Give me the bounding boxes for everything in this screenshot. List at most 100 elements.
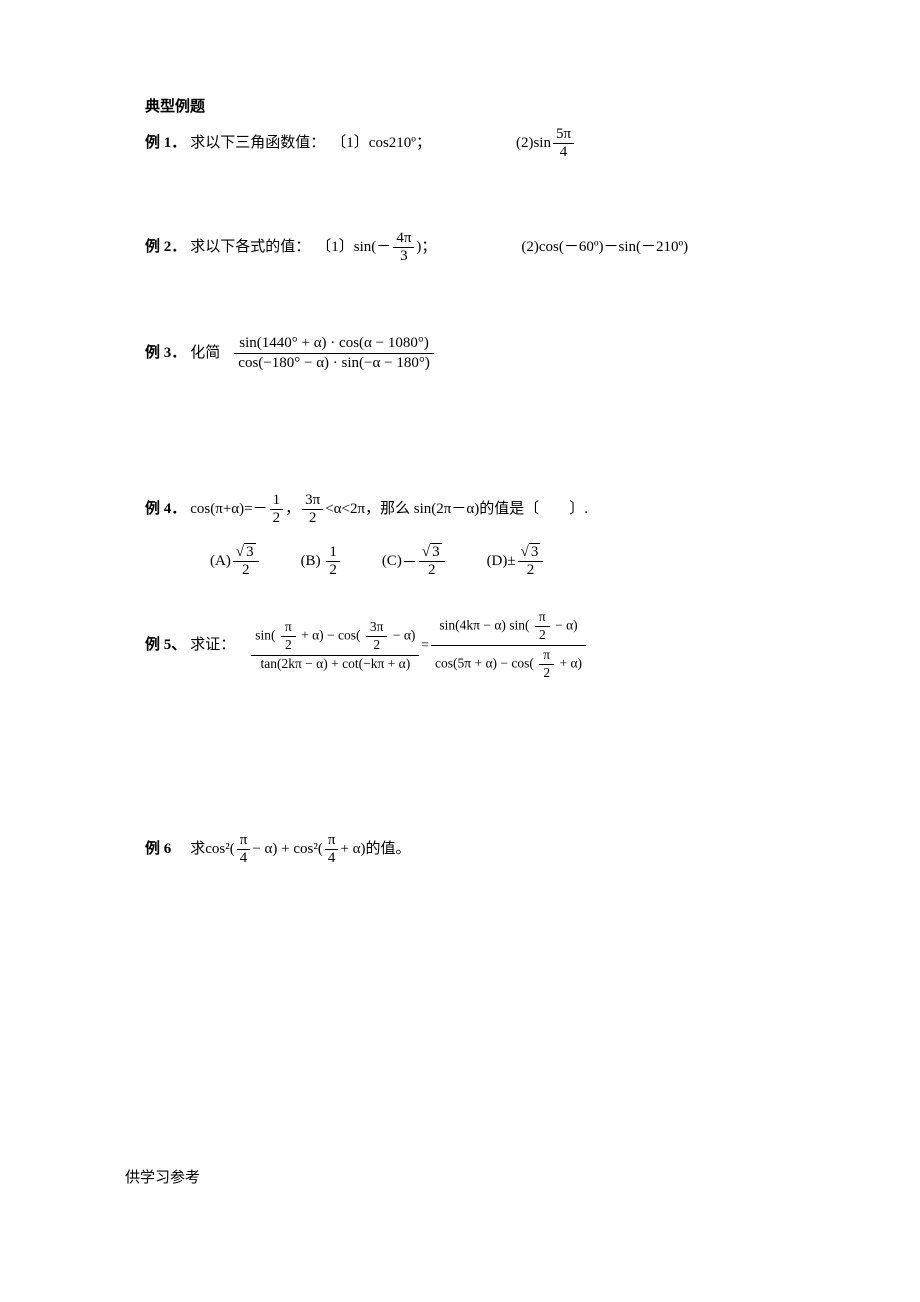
problem-2-prompt: 求以下各式的值：	[190, 237, 310, 258]
frac-num: 5π	[553, 126, 574, 144]
frac-num: 1	[270, 492, 284, 510]
fraction-5pi-4: 5π 4	[553, 126, 574, 160]
part-1-pre: sin(－	[354, 237, 392, 258]
frac-sqrt3-2: √3 2	[419, 544, 445, 578]
part-1-label: 〔1〕	[316, 237, 354, 258]
p6-mid: − α) + cos²(	[252, 839, 323, 860]
p4-mid1: ，	[285, 499, 300, 520]
problem-6-label: 例 6	[145, 839, 171, 860]
opt-d-pre: ±	[507, 553, 515, 570]
problem-1: 例 1． 求以下三角函数值： 〔1〕 cos210º； (2) sin 5π 4	[145, 126, 775, 160]
p4-pre1: cos(π+α)=－	[190, 499, 267, 520]
frac-lhs: sin( π2 + α) − cos( 3π2 − α) tan(2kπ − α…	[251, 618, 419, 673]
option-a: (A) √3 2	[210, 544, 261, 578]
problem-4-body: cos(π+α)=－ 1 2 ， 3π 2 <α<2π，那么 sin(2π－α)…	[190, 492, 588, 526]
frac-3pi-2: 3π 2	[302, 492, 323, 526]
frac-den: 2	[419, 562, 445, 579]
n: π	[535, 609, 550, 627]
problem-2-part-2: (2) cos(－60º)－sin(－210º)	[521, 237, 688, 258]
part-2-pre: sin	[533, 133, 551, 154]
opt-c-pre: －	[402, 551, 417, 572]
part-1-post: )；	[416, 237, 436, 258]
page-footer: 供学习参考	[125, 1166, 920, 1187]
frac-num: sin(4kπ − α) sin( π2 − α)	[431, 608, 586, 646]
option-d: (D) ± √3 2	[487, 544, 546, 578]
frac-den: 3	[393, 248, 414, 265]
n: π	[539, 647, 554, 665]
problem-2-label: 例 2．	[145, 237, 186, 258]
p4-mid2: <α<2π，那么 sin(2π－α)的值是〔 〕.	[325, 499, 588, 520]
frac-num: √3	[419, 544, 445, 562]
problem-3: 例 3． 化简 sin(1440° + α) · cos(α − 1080°) …	[145, 334, 775, 372]
frac-den: 2	[326, 562, 340, 579]
d: 2	[366, 637, 388, 654]
part-1-label: 〔1〕	[331, 133, 369, 154]
problem-3-label: 例 3．	[145, 343, 186, 364]
opt-d-label: (D)	[487, 553, 508, 570]
frac-den: 4	[553, 144, 574, 161]
lhs-num-c: − α)	[393, 627, 416, 642]
option-b: (B) 1 2	[301, 544, 342, 578]
option-c: (C) － √3 2	[382, 544, 447, 578]
frac-num: sin(1440° + α) · cos(α − 1080°)	[234, 334, 434, 354]
section-title: 典型例题	[145, 95, 775, 116]
rhs-den-a: cos(5π + α) − cos(	[435, 655, 534, 670]
problem-5-label: 例 5、	[145, 635, 186, 656]
part-1-body: cos210º；	[369, 133, 431, 154]
frac-den: tan(2kπ − α) + cot(−kπ + α)	[251, 656, 419, 673]
frac-den: 4	[325, 850, 339, 867]
part-2-label: (2)	[521, 237, 539, 258]
rhs-den-b: + α)	[559, 655, 582, 670]
frac-num: √3	[518, 544, 544, 562]
d: 2	[535, 627, 550, 644]
frac-den: 2	[270, 510, 284, 527]
opt-a-label: (A)	[210, 553, 231, 570]
frac-pi-4: π 4	[325, 832, 339, 866]
rhs-num-b: − α)	[555, 617, 578, 632]
problem-1-prompt: 求以下三角函数值：	[190, 133, 325, 154]
frac-pi-2: π2	[281, 619, 296, 654]
fraction-simplify: sin(1440° + α) · cos(α − 1080°) cos(−180…	[234, 334, 434, 372]
problem-4-options: (A) √3 2 (B) 1 2 (C) － √3 2	[210, 544, 775, 578]
p6-pre: 求cos²(	[175, 839, 235, 860]
problem-4: 例 4． cos(π+α)=－ 1 2 ， 3π 2 <α<2π，那么 sin(…	[145, 492, 775, 526]
frac-sqrt3-2: √3 2	[518, 544, 544, 578]
problem-1-part-2: (2) sin 5π 4	[516, 126, 576, 160]
frac-num: √3	[233, 544, 259, 562]
frac-1-2: 1 2	[270, 492, 284, 526]
n: π	[281, 619, 296, 637]
part-2-label: (2)	[516, 133, 534, 154]
frac-den: cos(5π + α) − cos( π2 + α)	[431, 646, 586, 683]
frac-num: 3π	[302, 492, 323, 510]
problem-1-label: 例 1．	[145, 133, 186, 154]
d: 2	[539, 665, 554, 682]
p6-post: + α)的值。	[340, 839, 410, 860]
opt-b-label: (B)	[301, 553, 321, 570]
problem-2-part-1: 〔1〕 sin(－ 4π 3 )；	[316, 230, 436, 264]
rhs-num-a: sin(4kπ − α) sin(	[439, 617, 529, 632]
problem-6: 例 6 求cos²( π 4 − α) + cos²( π 4 + α)的值。	[145, 832, 775, 866]
frac-pi-4: π 4	[237, 832, 251, 866]
frac-3pi-2: 3π2	[366, 619, 388, 654]
opt-c-label: (C)	[382, 553, 402, 570]
frac-den: cos(−180° − α) · sin(−α − 180°)	[234, 354, 434, 373]
frac-num: sin( π2 + α) − cos( 3π2 − α)	[251, 618, 419, 656]
part-2-body: cos(－60º)－sin(－210º)	[539, 237, 688, 258]
frac-num: π	[237, 832, 251, 850]
frac-den: 2	[302, 510, 323, 527]
frac-den: 4	[237, 850, 251, 867]
frac-sqrt3-2: √3 2	[233, 544, 259, 578]
frac-pi-2: π2	[539, 647, 554, 682]
n: 3π	[366, 619, 388, 637]
frac-num: 1	[326, 544, 340, 562]
problem-6-body: 求cos²( π 4 − α) + cos²( π 4 + α)的值。	[175, 832, 410, 866]
problem-5: 例 5、 求证： sin( π2 + α) − cos( 3π2 − α) ta…	[145, 608, 775, 682]
problem-1-part-1: 〔1〕 cos210º；	[331, 133, 431, 154]
frac-den: 2	[518, 562, 544, 579]
frac-den: 2	[233, 562, 259, 579]
problem-5-prompt: 求证：	[190, 635, 235, 656]
fraction-4pi-3: 4π 3	[393, 230, 414, 264]
problem-4-label: 例 4．	[145, 499, 186, 520]
frac-pi-2: π2	[535, 609, 550, 644]
frac-num: π	[325, 832, 339, 850]
